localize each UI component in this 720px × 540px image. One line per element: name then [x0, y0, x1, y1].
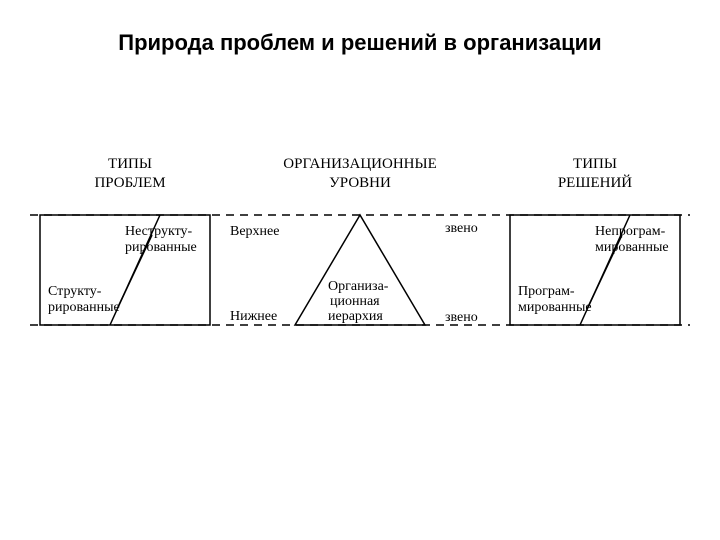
left-bot-l1: Структу-: [48, 284, 102, 299]
diagram-svg: Неструкту- рированные Структу- рированны…: [30, 205, 690, 365]
right-box: Непрограм- мированные Програм- мированны…: [510, 215, 680, 325]
header-problems-l1: ТИПЫ: [108, 156, 152, 172]
level-bottom: Нижнее: [230, 309, 277, 324]
right-bot-l2: мированные: [518, 300, 592, 315]
tri-l3: иерархия: [328, 309, 383, 324]
header-problems-l2: ПРОБЛЕМ: [94, 175, 165, 191]
header-decisions: ТИПЫ РЕШЕНИЙ: [530, 155, 660, 193]
tri-l1: Организа-: [328, 279, 389, 294]
right-bot-l1: Програм-: [518, 284, 575, 299]
tri-l2: ционная: [330, 294, 380, 309]
header-orglevels: ОРГАНИЗАЦИОННЫЕ УРОВНИ: [260, 155, 460, 193]
left-bot-l2: рированные: [48, 300, 120, 315]
header-orglevels-l2: УРОВНИ: [329, 175, 391, 191]
level-top: Верхнее: [230, 224, 279, 239]
right-top-l1: Непрограм-: [595, 224, 666, 239]
header-decisions-l2: РЕШЕНИЙ: [558, 175, 632, 191]
left-top-l2: рированные: [125, 240, 197, 255]
center-group: Верхнее Нижнее Организа- ционная иерархи…: [230, 215, 425, 325]
zveno-bottom: звено: [445, 310, 478, 326]
header-problems: ТИПЫ ПРОБЛЕМ: [55, 155, 205, 193]
page-title: Природа проблем и решений в организации: [50, 30, 670, 56]
zveno-top: звено: [445, 221, 478, 237]
column-headers: ТИПЫ ПРОБЛЕМ ОРГАНИЗАЦИОННЫЕ УРОВНИ ТИПЫ…: [30, 155, 690, 205]
header-decisions-l1: ТИПЫ: [573, 156, 617, 172]
left-box: Неструкту- рированные Структу- рированны…: [40, 215, 210, 325]
diagram-container: ТИПЫ ПРОБЛЕМ ОРГАНИЗАЦИОННЫЕ УРОВНИ ТИПЫ…: [30, 155, 690, 365]
header-orglevels-l1: ОРГАНИЗАЦИОННЫЕ: [283, 156, 436, 172]
right-top-l2: мированные: [595, 240, 669, 255]
left-top-l1: Неструкту-: [125, 224, 193, 239]
